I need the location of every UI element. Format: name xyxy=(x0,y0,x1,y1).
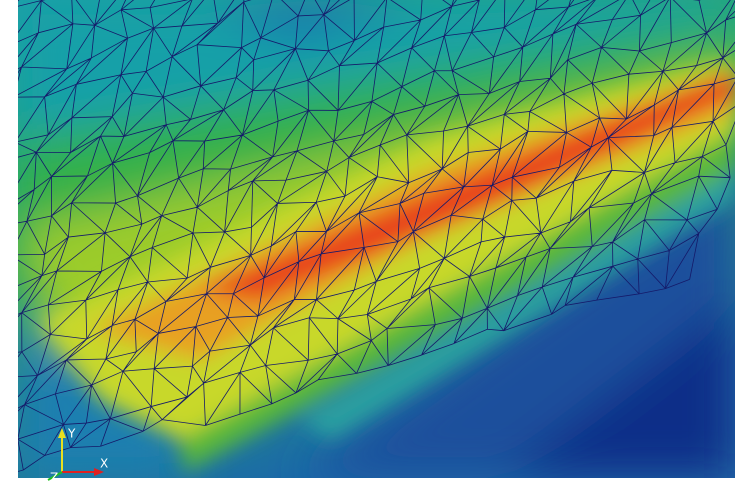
axis-label: Z xyxy=(50,471,58,485)
axis-label: X xyxy=(100,457,108,471)
render xyxy=(0,0,753,500)
viewport: Y X Z xyxy=(0,0,753,500)
axis-label: Y xyxy=(67,427,76,441)
